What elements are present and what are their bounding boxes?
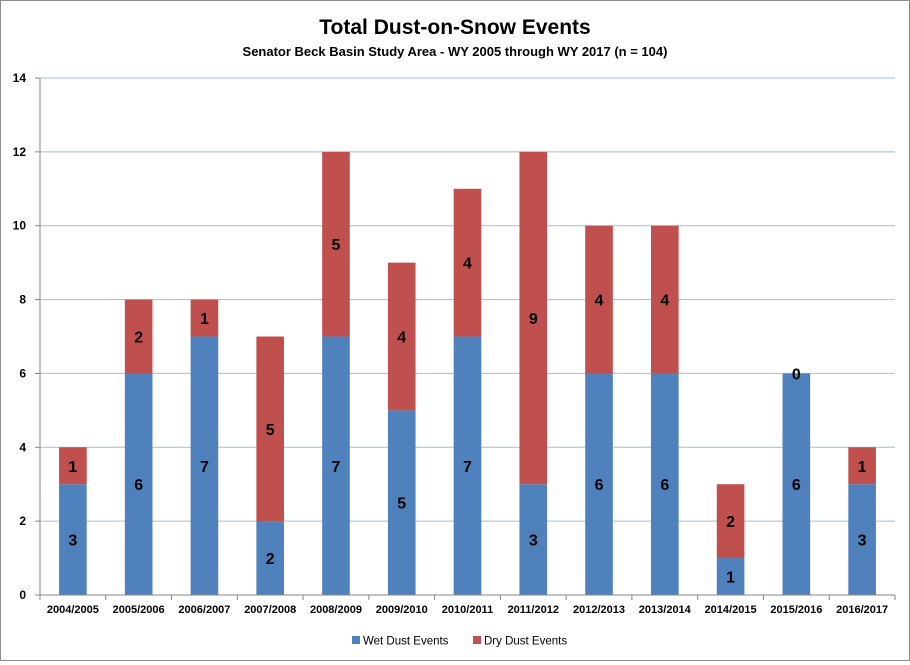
data-label: 7 <box>463 459 472 476</box>
bar-dry <box>848 447 876 485</box>
bar-dry <box>387 262 416 411</box>
chart-subtitle: Senator Beck Basin Study Area - WY 2005 … <box>243 44 668 59</box>
data-label: 0 <box>792 366 801 383</box>
bar-wet <box>59 484 87 595</box>
bar-wet <box>322 336 350 595</box>
legend: Wet Dust Events Dry Dust Events <box>352 636 567 648</box>
bar-wet <box>387 410 416 595</box>
chart-title: Total Dust-on-Snow Events <box>319 16 590 39</box>
data-label: 5 <box>266 422 275 439</box>
bar-dry <box>190 299 219 337</box>
y-tick-label: 0 <box>19 588 26 602</box>
y-tick-label: 2 <box>19 514 26 528</box>
x-tick-label: 2004/2005 <box>47 604 99 616</box>
bar-dry <box>519 151 548 485</box>
bar-dry <box>322 151 350 337</box>
data-label: 6 <box>660 477 669 494</box>
data-label: 3 <box>529 533 538 550</box>
bar-dry <box>716 484 745 559</box>
data-label: 4 <box>397 330 406 347</box>
bar-dry <box>650 225 679 374</box>
legend-label-wet: Wet Dust Events <box>363 636 449 648</box>
bar-dry <box>256 336 285 522</box>
data-label: 9 <box>529 311 538 328</box>
x-tick-label: 2011/2012 <box>508 604 559 616</box>
x-tick-label: 2007/2008 <box>244 604 296 616</box>
bar-dry <box>585 225 613 374</box>
y-axis-ticks: 0 2 4 6 8 10 12 14 <box>13 71 40 602</box>
x-tick-label: 2015/2016 <box>770 604 822 616</box>
data-label: 7 <box>332 459 341 476</box>
data-label: 5 <box>397 496 406 513</box>
bar-wet <box>650 373 679 595</box>
y-tick-label: 8 <box>19 293 26 307</box>
x-tick-label: 2005/2006 <box>113 604 165 616</box>
legend-swatch-wet <box>352 636 360 644</box>
data-label: 1 <box>858 459 867 476</box>
x-tick-label: 2016/2017 <box>836 604 888 616</box>
y-tick-label: 4 <box>19 440 26 454</box>
legend-swatch-dry <box>473 636 481 644</box>
y-tick-label: 10 <box>13 219 27 233</box>
bar-wet <box>782 373 811 595</box>
bar-wet <box>716 558 745 595</box>
bar-wet <box>453 336 482 595</box>
data-label: 6 <box>134 477 143 494</box>
data-label: 3 <box>68 533 77 550</box>
x-tick-label: 2006/2007 <box>178 604 230 616</box>
bar-dry <box>59 447 87 485</box>
data-label: 6 <box>792 477 801 494</box>
bar-wet <box>190 336 219 595</box>
bar-wet <box>848 484 876 595</box>
data-label: 3 <box>858 533 867 550</box>
bars <box>59 151 876 595</box>
x-tick-label: 2012/2013 <box>573 604 625 616</box>
data-label: 4 <box>463 256 472 273</box>
data-label: 6 <box>595 477 604 494</box>
data-label: 1 <box>726 570 735 587</box>
bar-wet <box>256 521 285 595</box>
bar-wet <box>124 373 153 595</box>
data-label: 4 <box>595 293 604 310</box>
data-label: 2 <box>266 551 275 568</box>
data-label: 2 <box>134 330 143 347</box>
x-tick-label: 2013/2014 <box>639 604 692 616</box>
x-tick-label: 2010/2011 <box>442 604 493 616</box>
data-label: 4 <box>660 293 669 310</box>
bar-wet <box>585 373 613 595</box>
data-label: 1 <box>200 311 209 328</box>
y-tick-label: 6 <box>19 366 26 380</box>
bar-wet <box>519 484 548 595</box>
legend-label-dry: Dry Dust Events <box>484 636 567 648</box>
data-label: 7 <box>200 459 209 476</box>
bar-dry <box>453 188 482 337</box>
y-tick-label: 14 <box>13 71 27 85</box>
data-label: 2 <box>726 514 735 531</box>
x-tick-label: 2009/2010 <box>376 604 428 616</box>
data-label: 1 <box>68 459 77 476</box>
x-tick-label: 2014/2015 <box>705 604 757 616</box>
y-tick-label: 12 <box>13 145 27 159</box>
bar-dry <box>124 299 153 374</box>
x-axis-ticks: 2004/2005 2005/2006 2006/2007 2007/2008 2008… <box>39 595 896 616</box>
data-label: 5 <box>332 237 341 254</box>
x-tick-label: 2008/2009 <box>310 604 362 616</box>
